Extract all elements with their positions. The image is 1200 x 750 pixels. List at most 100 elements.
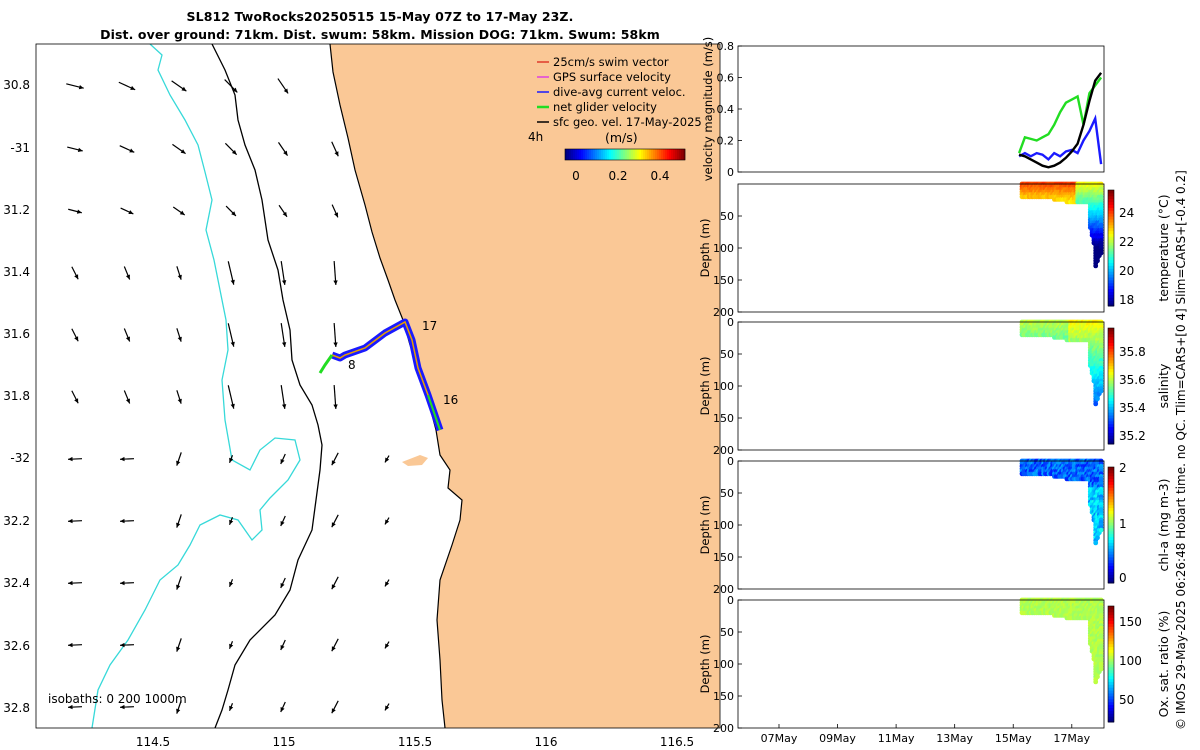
depth-axis-label: Depth (m)	[698, 496, 712, 555]
salinity-colorbar-segment	[1108, 354, 1114, 358]
colorbar-segment	[577, 149, 580, 160]
temperature-colorbar-tick: 22	[1119, 235, 1134, 249]
depth-tick: 0	[727, 594, 734, 607]
temperature-colorbar-segment	[1108, 268, 1114, 272]
chl-a-colorbar-segment	[1108, 469, 1114, 474]
velocity-series-line	[1018, 72, 1103, 169]
chl-a-colorbar-tick: 0	[1119, 571, 1127, 585]
geo-velocity-arrow	[280, 385, 287, 409]
geo-velocity-arrow	[123, 266, 131, 280]
geo-velocity-arrow	[331, 204, 339, 218]
map-y-tick: 30.8	[3, 78, 30, 92]
svg-text:dive-avg current veloc.: dive-avg current veloc.	[553, 85, 686, 99]
velocity-series-line	[1017, 76, 1103, 154]
isobath-200m	[211, 44, 323, 728]
geo-velocity-arrow	[227, 385, 235, 409]
chl-a-colorbar-frame	[1107, 466, 1115, 584]
temperature-colorbar-segment	[1108, 259, 1114, 263]
oxygen-colorbar-segment	[1108, 617, 1114, 621]
colorbar-segment	[627, 149, 630, 160]
salinity-colorbar-segment	[1108, 342, 1114, 346]
temperature-colorbar-segment	[1108, 271, 1114, 275]
oxygen-colorbar-segment	[1108, 701, 1114, 706]
chl-a-colorbar-segment	[1108, 498, 1114, 503]
geo-velocity-arrow	[333, 384, 338, 410]
temperature-colorbar-tick: 24	[1119, 206, 1134, 220]
temperature-colorbar-segment	[1108, 250, 1114, 255]
day-label-17: 17	[422, 319, 437, 333]
temperature-colorbar-segment	[1108, 277, 1114, 281]
svg-text:25cm/s swim vector: 25cm/s swim vector	[553, 55, 669, 69]
temperature-colorbar-segment	[1108, 303, 1114, 307]
geo-velocity-arrow	[172, 206, 186, 216]
chl-a-panel-bg	[738, 461, 1104, 589]
oxygen-colorbar-segment	[1108, 710, 1114, 714]
isobath-1000m	[91, 44, 301, 728]
colorbar-segment	[629, 149, 632, 160]
colorbar-segment	[579, 149, 582, 160]
colorbar-segment	[585, 149, 588, 160]
geo-velocity-arrow	[228, 703, 234, 711]
geo-velocity-arrow	[119, 456, 135, 462]
salinity-colorbar-segment	[1108, 412, 1114, 416]
geo-velocity-arrow	[331, 638, 339, 652]
geo-velocity-arrow	[280, 701, 286, 713]
title-line1: SL812 TwoRocks20250515 15-May 07Z to 17-…	[186, 9, 574, 24]
colorbar-segment	[607, 149, 610, 160]
chl-a-colorbar-segment	[1108, 478, 1114, 482]
oxygen-colorbar-label: Ox. sat. ratio (%)	[1156, 611, 1171, 718]
track-centerline	[331, 320, 441, 431]
colorbar-segment	[571, 149, 574, 160]
colorbar-segment	[619, 149, 622, 160]
chl-a-colorbar-segment	[1108, 571, 1114, 575]
geo-velocity-arrow	[331, 452, 339, 466]
colorbar-segment	[591, 149, 594, 160]
colorbar-segment	[581, 149, 584, 160]
oxygen-colorbar-segment	[1108, 649, 1114, 653]
map-x-tick: 116	[535, 735, 558, 749]
net-glider-segment-end	[318, 354, 334, 374]
colorbar-segment	[595, 149, 598, 160]
chl-a-colorbar-segment	[1108, 507, 1114, 511]
geo-velocity-arrow	[333, 260, 338, 286]
oxygen-colorbar-tick: 100	[1119, 654, 1142, 668]
depth-tick: 200	[713, 583, 734, 596]
depth-tick: 50	[720, 210, 734, 223]
temperature-panel: 50 100 150 200 Depth (m) 18 20 22 24 temperature …	[698, 181, 1171, 319]
geo-velocity-arrow	[66, 83, 84, 90]
colorbar-segment	[623, 149, 626, 160]
map-y-tick: 32.2	[3, 514, 30, 528]
salinity-colorbar-segment	[1108, 374, 1114, 378]
time-tick-label: 09May	[819, 732, 856, 745]
geo-velocity-arrow	[176, 700, 182, 714]
chl-a-colorbar-segment	[1108, 501, 1114, 506]
oxygen-colorbar-segment	[1108, 666, 1114, 671]
chl-a-colorbar-segment	[1108, 516, 1114, 520]
temperature-colorbar-segment	[1108, 282, 1114, 287]
geo-velocity-arrow	[176, 514, 182, 528]
chl-a-colorbar-segment	[1108, 580, 1114, 584]
depth-tick: 200	[713, 306, 734, 319]
salinity-colorbar-segment	[1108, 345, 1114, 349]
temperature-colorbar-segment	[1108, 230, 1114, 234]
oxygen-colorbar-segment	[1108, 637, 1114, 642]
oxygen-panel-bg	[738, 600, 1104, 728]
geo-velocity-arrow	[331, 514, 339, 528]
salinity-colorbar-segment	[1108, 394, 1114, 399]
salinity-colorbar-tick: 35.2	[1119, 429, 1146, 443]
salinity-colorbar-segment	[1108, 333, 1114, 338]
map-frame	[35, 43, 721, 729]
oxygen-colorbar-segment	[1108, 643, 1114, 648]
temperature-sample	[1093, 263, 1099, 269]
salinity-colorbar-segment	[1108, 420, 1114, 425]
geo-velocity-arrow	[71, 390, 79, 404]
geo-velocity-arrow	[123, 390, 131, 404]
geo-velocity-arrow	[228, 579, 234, 587]
salinity-colorbar-segment	[1108, 438, 1114, 442]
salinity-colorbar-segment	[1108, 328, 1114, 332]
chl-a-colorbar-segment	[1108, 568, 1114, 572]
salinity-colorbar-segment	[1108, 371, 1114, 375]
map-y-tick: -31	[10, 141, 30, 155]
oxygen-colorbar-segment	[1108, 678, 1114, 682]
